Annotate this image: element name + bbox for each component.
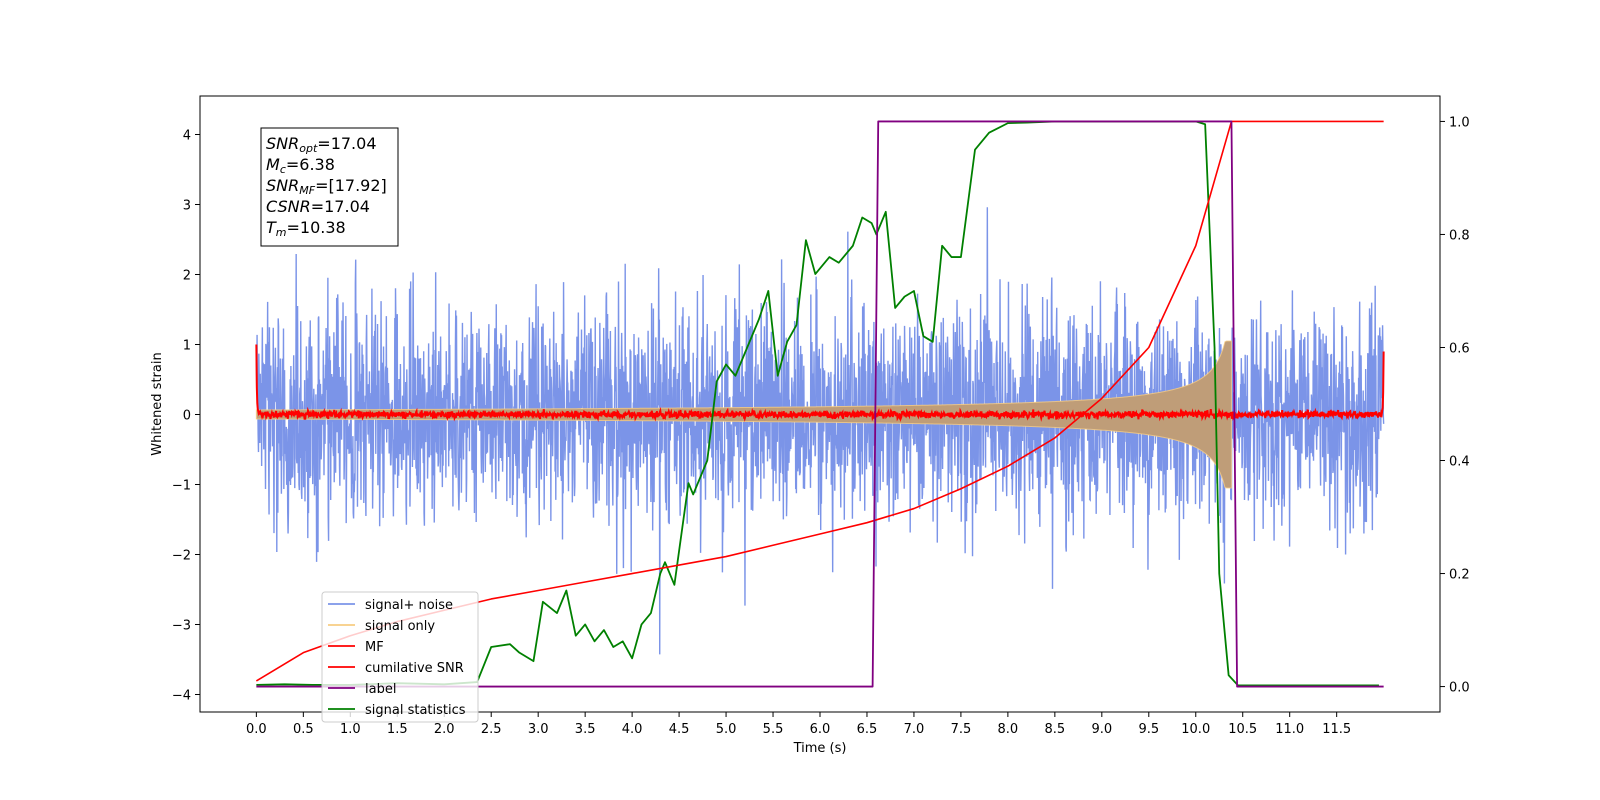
y-right-tick-label: 0.8 [1449,228,1470,243]
y-left-tick-label: −2 [172,549,191,564]
x-tick-label: 2.0 [434,722,455,737]
x-tick-label: 6.0 [810,722,831,737]
y-left-tick-label: 4 [183,129,191,144]
x-tick-label: 5.5 [763,722,784,737]
x-tick-label: 10.5 [1228,722,1257,737]
y-axis-right: 1.0 0.8 0.6 0.4 0.2 0.0 [1440,115,1470,696]
annotation-box: SNRopt=17.04 Mc=6.38 SNRMF=[17.92] CSNR=… [260,127,399,247]
x-axis-label: Time (s) [793,741,847,756]
x-tick-label: 8.5 [1045,722,1066,737]
y-right-tick-label: 0.0 [1449,681,1470,696]
series-label [256,120,1384,688]
x-tick-label: 11.0 [1275,722,1304,737]
legend-label: MF [365,640,384,655]
y-axis-left: 4 3 2 1 0 −1 −2 −3 −4 [172,129,200,704]
y-left-tick-label: −1 [172,479,191,494]
x-tick-label: 9.5 [1138,722,1159,737]
plot-area [255,120,1385,688]
legend-label: cumilative SNR [365,661,464,676]
x-tick-label: 4.0 [622,722,643,737]
y-left-tick-label: 0 [183,409,191,424]
annotation-frame [260,127,399,247]
x-tick-label: 6.5 [857,722,878,737]
y-right-tick-label: 0.2 [1449,568,1470,583]
annotation-snr-mf: SNRMF=[17.92] [266,176,387,197]
x-tick-label: 1.0 [340,722,361,737]
annotation-mc: Mc=6.38 [266,155,335,176]
x-tick-label: 1.5 [387,722,408,737]
x-tick-label: 7.0 [904,722,925,737]
x-tick-label: 11.5 [1322,722,1351,737]
x-tick-label: 0.0 [246,722,267,737]
y-right-tick-label: 0.6 [1449,341,1470,356]
x-tick-label: 0.5 [293,722,314,737]
y-left-tick-label: 1 [183,339,191,354]
y-axis-label: Whitened strain [150,352,165,455]
y-right-tick-label: 0.4 [1449,455,1470,470]
y-left-tick-label: −4 [172,689,191,704]
series-mf [255,344,1385,423]
x-tick-label: 9.0 [1091,722,1112,737]
y-right-tick-label: 1.0 [1449,115,1470,130]
legend-label: signal only [365,619,435,634]
annotation-tm: Tm=10.38 [266,218,346,239]
x-tick-label: 3.0 [528,722,549,737]
x-tick-label: 7.5 [951,722,972,737]
x-tick-label: 3.5 [575,722,596,737]
annotation-snr-opt: SNRopt=17.04 [266,134,377,155]
x-tick-label: 2.5 [481,722,502,737]
x-tick-label: 5.0 [716,722,737,737]
annotation-csnr: CSNR=17.04 [266,197,370,216]
legend-frame [321,591,479,723]
legend-label: signal+ noise [365,598,453,613]
x-axis: 0.0 0.5 1.0 1.5 2.0 2.5 3.0 3.5 4.0 4.5 5.0 5.5 6.0 6… [246,712,1351,737]
legend-label: signal statistics [365,703,466,718]
legend-label: label [365,682,396,697]
x-tick-label: 8.0 [998,722,1019,737]
y-left-tick-label: 2 [183,269,191,284]
y-left-tick-label: −3 [172,619,191,634]
legend: signal+ noise signal only MF cumilative SNR… [321,591,479,723]
x-tick-label: 10.0 [1181,722,1210,737]
y-left-tick-label: 3 [183,199,191,214]
x-tick-label: 4.5 [669,722,690,737]
